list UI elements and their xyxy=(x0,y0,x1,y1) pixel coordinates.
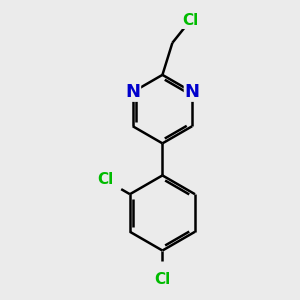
Text: N: N xyxy=(184,83,200,101)
Text: Cl: Cl xyxy=(154,272,171,287)
Text: Cl: Cl xyxy=(97,172,113,187)
Text: N: N xyxy=(125,83,140,101)
Text: Cl: Cl xyxy=(182,13,198,28)
